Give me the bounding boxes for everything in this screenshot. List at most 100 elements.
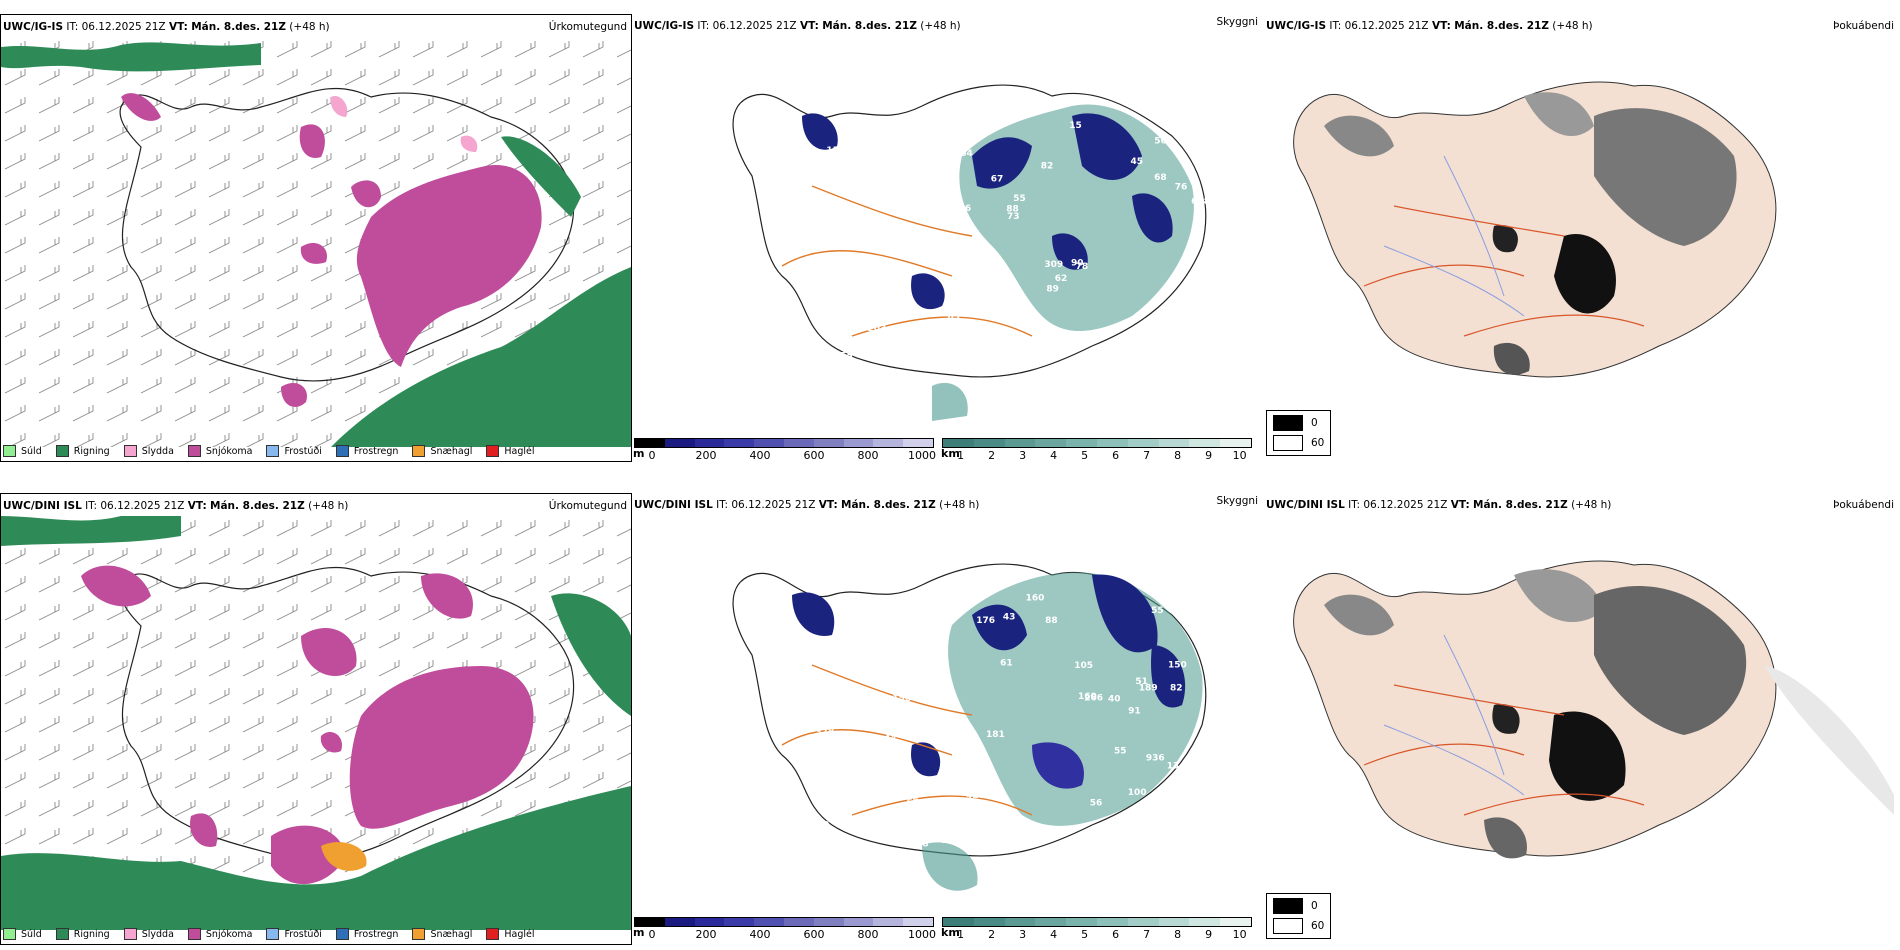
legend-item: Haglél <box>486 445 535 457</box>
colorbar-tick: 3 <box>1019 928 1027 941</box>
cloud-base-value: 176 <box>858 192 877 202</box>
cloud-base-value: 62 <box>1055 274 1068 284</box>
colorbar-tick: 0 <box>648 928 656 941</box>
cloud-base-value: 155 <box>826 146 845 156</box>
colorbar-tick: 2 <box>988 928 996 941</box>
cloud-base-value: 15 <box>1036 320 1049 330</box>
fog-map <box>1293 81 1777 378</box>
cloud-base-value: 55 <box>1013 194 1026 204</box>
cloud-panel-1: UWC/IG-IS IT: 06.12.2025 21Z VT: Mán. 8.… <box>632 14 1264 462</box>
cloud-base-value: 428 <box>966 791 985 801</box>
cloud-base-value: 608 <box>1191 197 1210 207</box>
model-name: UWC/DINI ISL <box>3 500 82 512</box>
precip-panel-2: UWC/DINI ISL IT: 06.12.2025 21Z VT: Mán.… <box>0 493 632 945</box>
model-name: UWC/IG-IS <box>3 21 64 33</box>
cloud-base-value: 56 <box>1090 799 1103 809</box>
cloud-base-value: 13 <box>1167 761 1180 771</box>
colorbar-tick: 7 <box>1143 449 1151 462</box>
cloud-base-value: 74 <box>822 300 835 310</box>
cloud-base-value: 51 <box>1135 677 1148 687</box>
colorbar-tick: 1 <box>957 449 965 462</box>
legend-item: Snjókoma <box>187 928 252 940</box>
cloud-base-value: 50 <box>813 792 826 802</box>
init-time: 06.12.2025 21Z <box>100 500 185 512</box>
legend-item: Frostúði <box>266 928 322 940</box>
colorbar-tick: 1000 <box>908 449 936 462</box>
cloud-base-value: 57 <box>906 798 919 808</box>
cloud-base-value: 113 <box>941 836 960 846</box>
cloud-base-value: 266 <box>1084 693 1103 703</box>
cloud-base-value: 44 <box>884 734 897 744</box>
cloud-base-value: 181 <box>986 730 1005 740</box>
colorbar-tick: 8 <box>1174 449 1182 462</box>
cloud-base-value: 99 <box>804 336 817 346</box>
colorbar-tick: 4 <box>1050 928 1058 941</box>
colorbar-m: m 0 200 400 600 800 1000 <box>633 438 936 462</box>
cloud-base-value: 89 <box>1143 318 1156 328</box>
cloud-base-value: 73 <box>1007 212 1020 222</box>
fog-legend-item: 60 <box>1273 918 1324 934</box>
colorbar-tick: 10 <box>1232 928 1247 941</box>
cloud-base-value: 160 <box>1078 692 1097 702</box>
panel-title: UWC/DINI ISL IT: 06.12.2025 21Z VT: Mán.… <box>1266 499 1612 511</box>
cloud-base-value: 40 <box>1108 695 1121 705</box>
panel-name: Þokuábendi <box>1833 20 1894 32</box>
colorbar-tick: 0 <box>648 449 656 462</box>
cloud-base-value: 82 <box>1041 161 1054 171</box>
colorbar-tick: 4 <box>1050 449 1058 462</box>
colorbar-km: km 1 2 3 4 5 6 7 8 9 10 <box>941 917 1252 941</box>
fog-legend: 0 60 <box>1266 410 1332 456</box>
precip-legend: Súld Rigning Slydda Snjókoma Frostúði Fr… <box>3 445 535 457</box>
legend-item: Frostregn <box>335 928 398 940</box>
colorbar-tick: 9 <box>1205 449 1213 462</box>
valid-time: Mán. 8.des. 21Z <box>191 21 286 33</box>
cloud-base-value: 156 <box>892 694 911 704</box>
cloud-base-value: 30 <box>817 821 830 831</box>
cloud-base-value: 160 <box>1026 594 1045 604</box>
colorbar-tick: 8 <box>1174 928 1182 941</box>
legend-item: Haglél <box>486 928 535 940</box>
cloud-base-value: 58 <box>867 663 880 673</box>
cloud-map: 100 150 47 61 30 84 51 57 55 58 82 54 91 113 50 73 74 40 4… <box>732 563 1207 891</box>
cloud-base-value: 105 <box>1074 661 1093 671</box>
fog-legend-item: 60 <box>1273 435 1324 451</box>
panel-name: Úrkomutegund <box>548 500 627 512</box>
legend-item: Frostregn <box>335 445 398 457</box>
cloud-base-value: 64 <box>1182 127 1195 137</box>
cloud-base-value: 207 <box>902 182 921 192</box>
legend-item: Snæhagl <box>412 445 472 457</box>
cloud-base-value: 69 <box>913 180 926 190</box>
precip-panel-1: UWC/IG-IS IT: 06.12.2025 21Z VT: Mán. 8.… <box>0 14 632 462</box>
cloud-base-value: 100 <box>1128 788 1147 798</box>
precip-map <box>1 37 631 447</box>
panel-title: UWC/IG-IS IT: 06.12.2025 21Z VT: Mán. 8.… <box>634 20 961 32</box>
cloud-base-value: 55 <box>1114 746 1127 756</box>
colorbar-tick: 5 <box>1081 449 1089 462</box>
cloud-base-value: 66 <box>1115 347 1128 357</box>
cloud-markers-1: 57 59 56 100 82 55 57 67 65 69 99 203 64 55 78 155 159 60… <box>804 110 1210 372</box>
cloud-base-value: 57 <box>950 148 963 158</box>
lead-time: (+48 h) <box>289 21 330 33</box>
cloud-base-value: 74 <box>1153 806 1166 816</box>
cloud-base-value: 936 <box>1146 754 1165 764</box>
legend-item: Súld <box>3 445 42 457</box>
legend-item: Snæhagl <box>412 928 472 940</box>
fog-legend-item: 0 <box>1273 415 1324 431</box>
cloud-base-value: 15 <box>1069 121 1082 131</box>
cloud-base-value: 107 <box>955 321 974 331</box>
colorbar-tick: 5 <box>1081 928 1089 941</box>
cloud-base-value: 67 <box>991 175 1004 185</box>
panel-name: Skyggni <box>1216 16 1259 28</box>
cloud-base-value: 40 <box>905 611 918 621</box>
cloud-base-value: 118 <box>910 840 929 850</box>
cloud-base-value: 378 <box>816 728 835 738</box>
valid-time: Mán. 8.des. 21Z <box>210 500 305 512</box>
cloud-base-value: 176 <box>976 616 995 626</box>
cloud-base-value: 83 <box>948 312 961 322</box>
colorbar-tick: 200 <box>695 449 717 462</box>
panel-title: UWC/DINI ISL IT: 06.12.2025 21Z VT: Mán.… <box>634 499 980 511</box>
cloud-base-value: 330 <box>994 362 1013 372</box>
legend-item: Rigning <box>55 445 110 457</box>
cloud-base-value: 45 <box>973 786 986 796</box>
precip-legend: Súld Rigning Slydda Snjókoma Frostúði Fr… <box>3 928 535 940</box>
